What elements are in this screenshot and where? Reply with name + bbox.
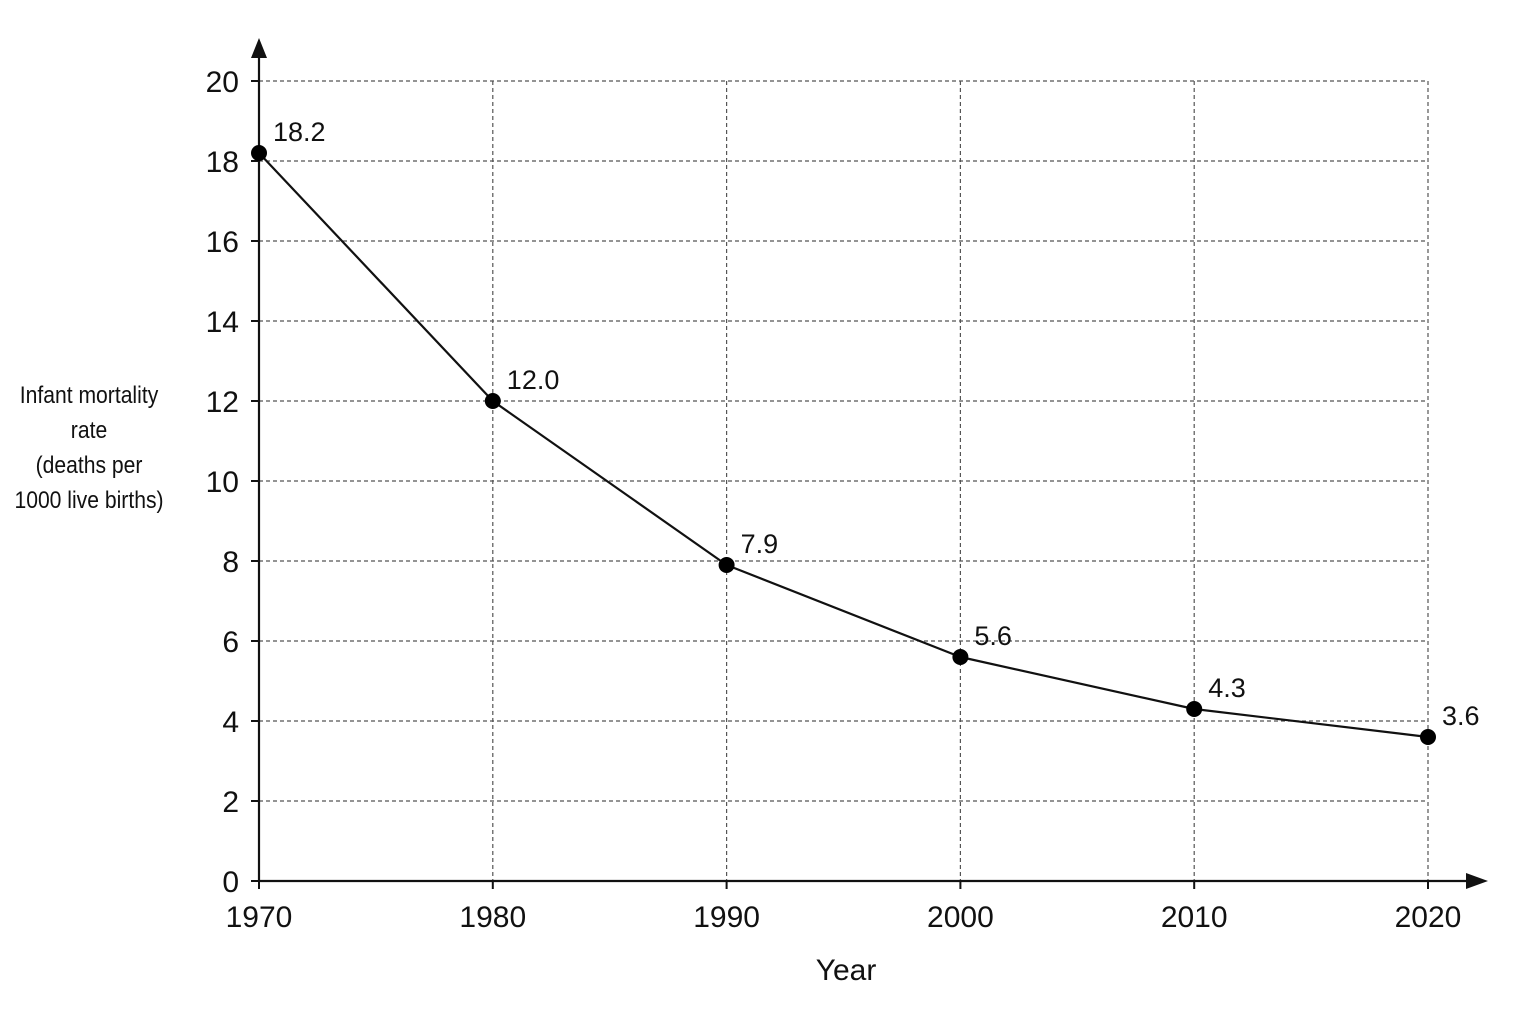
data-point [1186,701,1203,717]
x-tick-label: 1990 [693,901,760,934]
y-tick-label: 0 [222,866,239,899]
y-axis-title-line: 1000 live births) [14,487,164,514]
data-label: 18.2 [273,117,326,147]
y-tick-label: 20 [206,66,239,99]
y-tick-label: 14 [206,306,239,339]
axes [251,38,1488,889]
x-tick-label: 2010 [1161,901,1228,934]
data-label: 4.3 [1208,673,1246,703]
labels: 18.2 12.0 7.9 5.6 4.3 3.6 [273,117,1480,731]
y-tick-label: 16 [206,226,239,259]
data-point [251,145,267,161]
x-tick-label: 1980 [459,901,526,934]
data-point [1420,729,1436,745]
grid [259,80,1429,881]
y-axis-title-line: rate [70,417,108,444]
y-tick-label: 6 [222,626,239,659]
x-tick-label: 2000 [927,901,994,934]
y-tick-label: 18 [206,146,239,179]
x-tick-label: 2020 [1395,901,1462,934]
data-point [718,557,735,573]
series [251,145,1436,745]
y-tick-label: 8 [222,546,239,579]
data-label: 3.6 [1442,701,1480,731]
series-line [258,152,1429,739]
y-tick-label: 2 [222,786,239,819]
y-axis-title-line: (deaths per [35,452,143,479]
y-axis-title-line: Infant mortality [19,382,159,409]
y-axis-arrow [251,38,267,58]
y-tick-label: 12 [206,386,239,419]
ticks: 0 2 4 6 8 10 12 14 16 18 20 1970 1980 1990 2000 2010 202… [206,66,1462,934]
x-axis-arrow [1466,873,1488,889]
data-label: 5.6 [974,621,1012,651]
data-label: 7.9 [741,529,779,559]
x-axis-title: Year [816,954,877,987]
data-point [484,393,501,409]
y-axis-title: Infant mortality rate (deaths per 1000 l… [11,378,168,518]
data-label: 12.0 [507,365,560,395]
y-tick-label: 10 [206,466,239,499]
data-point [952,649,969,665]
y-tick-label: 4 [222,706,239,739]
x-tick-label: 1970 [226,901,293,934]
